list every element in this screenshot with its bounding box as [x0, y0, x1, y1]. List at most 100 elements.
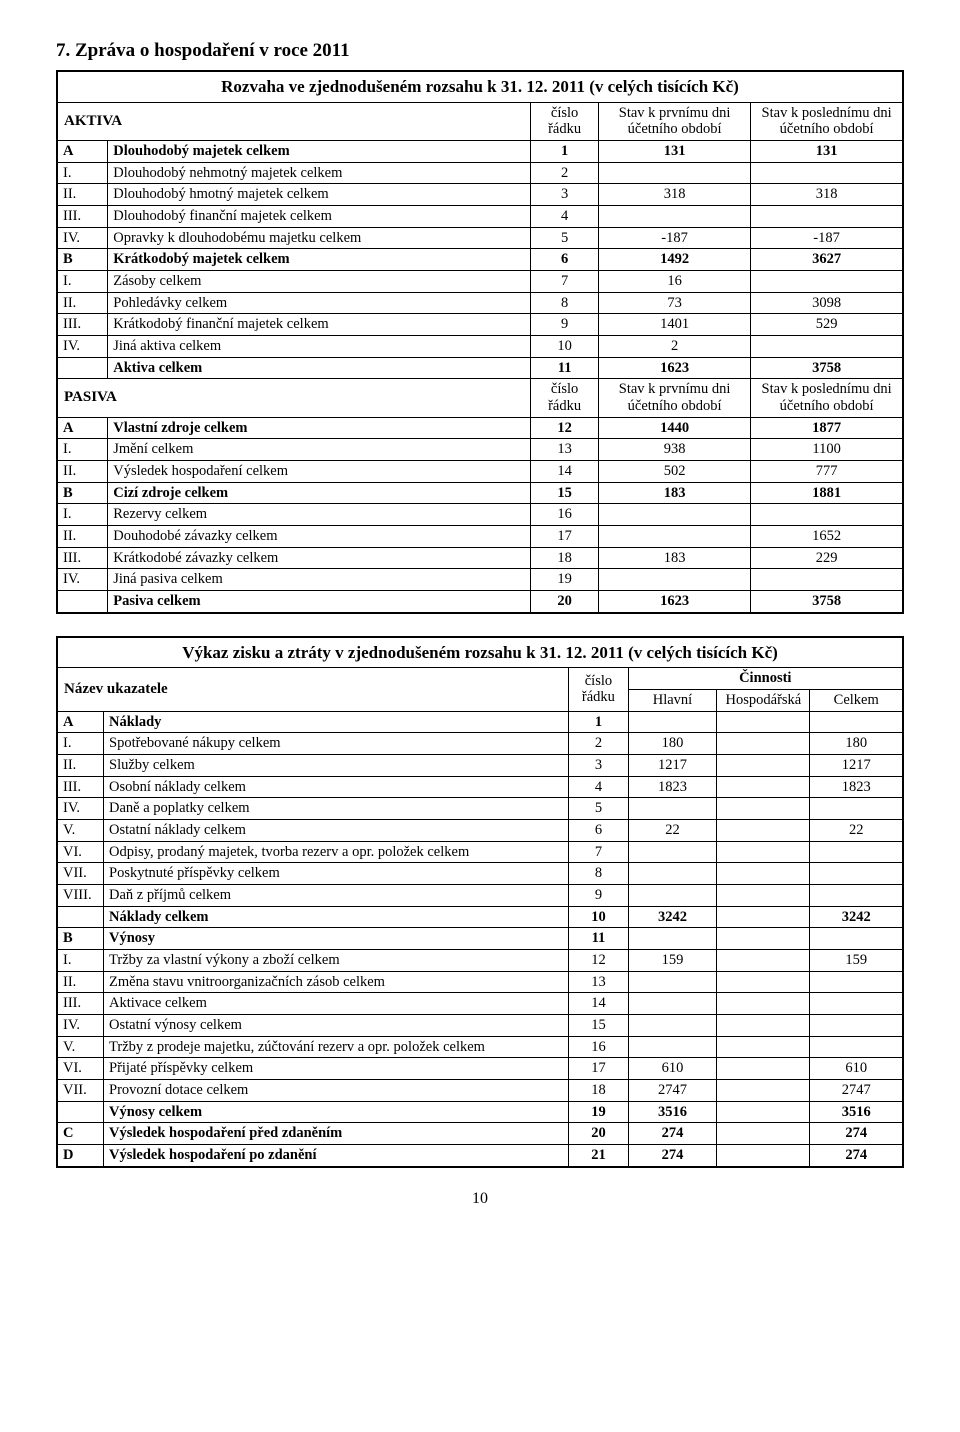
table-row: III.Krátkodobý finanční majetek celkem91…: [57, 314, 903, 336]
row-celkem: 3516: [810, 1101, 903, 1123]
row-hlavni: [628, 798, 717, 820]
row-code: VII.: [57, 1079, 104, 1101]
row-code: II.: [57, 754, 104, 776]
row-celkem: [810, 928, 903, 950]
row-val-last: [751, 270, 903, 292]
row-val-first: 73: [598, 292, 750, 314]
row-celkem: 274: [810, 1145, 903, 1167]
row-celkem: 1823: [810, 776, 903, 798]
row-num: 6: [569, 819, 628, 841]
row-num: 5: [531, 227, 599, 249]
col-cislo: číslo řádku: [531, 102, 599, 140]
table-row: Náklady celkem1032423242: [57, 906, 903, 928]
table1-caption-row: Rozvaha ve zjednodušeném rozsahu k 31. 1…: [57, 71, 903, 102]
table-row: AVlastní zdroje celkem1214401877: [57, 417, 903, 439]
row-num: 9: [531, 314, 599, 336]
row-num: 10: [569, 906, 628, 928]
col-last: Stav k poslednímu dni účetního období: [751, 102, 903, 140]
row-code: II.: [57, 971, 104, 993]
row-celkem: 1217: [810, 754, 903, 776]
col-first-2: Stav k prvnímu dni účetního období: [598, 379, 750, 417]
table-row: I.Jmění celkem139381100: [57, 439, 903, 461]
nazev-ukazatele: Název ukazatele: [57, 668, 569, 711]
row-label: Cizí zdroje celkem: [108, 482, 531, 504]
row-code: II.: [57, 525, 108, 547]
table1-header-pasiva: PASIVA číslo řádku Stav k prvnímu dni úč…: [57, 379, 903, 417]
row-val-first: [598, 504, 750, 526]
row-val-first: 183: [598, 547, 750, 569]
row-hlavni: 159: [628, 949, 717, 971]
row-hlavni: 1217: [628, 754, 717, 776]
row-code: I.: [57, 949, 104, 971]
aktiva-heading: AKTIVA: [57, 102, 531, 140]
row-val-last: [751, 504, 903, 526]
table-row: I.Dlouhodobý nehmotný majetek celkem2: [57, 162, 903, 184]
row-num: 13: [569, 971, 628, 993]
table-row: IV.Opravky k dlouhodobému majetku celkem…: [57, 227, 903, 249]
row-code: D: [57, 1145, 104, 1167]
col-celkem: Celkem: [810, 689, 903, 711]
row-label: Služby celkem: [104, 754, 569, 776]
row-hosp: [717, 711, 810, 733]
row-code: [57, 1101, 104, 1123]
row-code: III.: [57, 547, 108, 569]
row-hlavni: [628, 841, 717, 863]
row-label: Ostatní náklady celkem: [104, 819, 569, 841]
row-val-last: 777: [751, 460, 903, 482]
row-code: II.: [57, 292, 108, 314]
row-hlavni: [628, 884, 717, 906]
table2-header-row1: Název ukazatele číslo řádku Činnosti: [57, 668, 903, 690]
row-val-last: [751, 335, 903, 357]
table-row: II.Douhodobé závazky celkem171652: [57, 525, 903, 547]
row-hosp: [717, 884, 810, 906]
row-val-first: [598, 162, 750, 184]
table-row: VIII.Daň z příjmů celkem9: [57, 884, 903, 906]
row-code: B: [57, 928, 104, 950]
table-row: II.Pohledávky celkem8733098: [57, 292, 903, 314]
row-val-first: 16: [598, 270, 750, 292]
row-val-last: [751, 205, 903, 227]
row-celkem: [810, 798, 903, 820]
row-val-last: 3627: [751, 249, 903, 271]
row-val-last: 1881: [751, 482, 903, 504]
row-num: 17: [569, 1058, 628, 1080]
row-label: Osobní náklady celkem: [104, 776, 569, 798]
table2-caption: Výkaz zisku a ztráty v zjednodušeném roz…: [57, 637, 903, 668]
row-celkem: 3242: [810, 906, 903, 928]
row-num: 17: [531, 525, 599, 547]
row-val-last: 131: [751, 140, 903, 162]
row-code: VI.: [57, 841, 104, 863]
row-hlavni: [628, 1014, 717, 1036]
row-label: Přijaté příspěvky celkem: [104, 1058, 569, 1080]
row-val-first: 318: [598, 184, 750, 206]
row-code: VI.: [57, 1058, 104, 1080]
row-code: IV.: [57, 798, 104, 820]
row-code: I.: [57, 733, 104, 755]
row-hosp: [717, 1101, 810, 1123]
row-label: Náklady celkem: [104, 906, 569, 928]
row-celkem: 159: [810, 949, 903, 971]
row-label: Vlastní zdroje celkem: [108, 417, 531, 439]
row-code: I.: [57, 162, 108, 184]
row-label: Jmění celkem: [108, 439, 531, 461]
table-row: I.Spotřebované nákupy celkem2180180: [57, 733, 903, 755]
row-code: III.: [57, 314, 108, 336]
table1-caption: Rozvaha ve zjednodušeném rozsahu k 31. 1…: [57, 71, 903, 102]
row-num: 8: [569, 863, 628, 885]
table1-header-aktiva: AKTIVA číslo řádku Stav k prvnímu dni úč…: [57, 102, 903, 140]
table-row: Pasiva celkem2016233758: [57, 591, 903, 613]
table-row: BKrátkodobý majetek celkem614923627: [57, 249, 903, 271]
row-val-last: 3758: [751, 357, 903, 379]
row-val-first: 1623: [598, 591, 750, 613]
row-code: [57, 591, 108, 613]
row-label: Rezervy celkem: [108, 504, 531, 526]
row-celkem: 180: [810, 733, 903, 755]
col-cinnosti: Činnosti: [628, 668, 903, 690]
row-num: 11: [531, 357, 599, 379]
balance-sheet-table: Rozvaha ve zjednodušeném rozsahu k 31. 1…: [56, 70, 904, 614]
row-num: 7: [531, 270, 599, 292]
row-hosp: [717, 1036, 810, 1058]
col-cislo-2: číslo řádku: [531, 379, 599, 417]
row-label: Aktiva celkem: [108, 357, 531, 379]
table-row: III.Osobní náklady celkem418231823: [57, 776, 903, 798]
